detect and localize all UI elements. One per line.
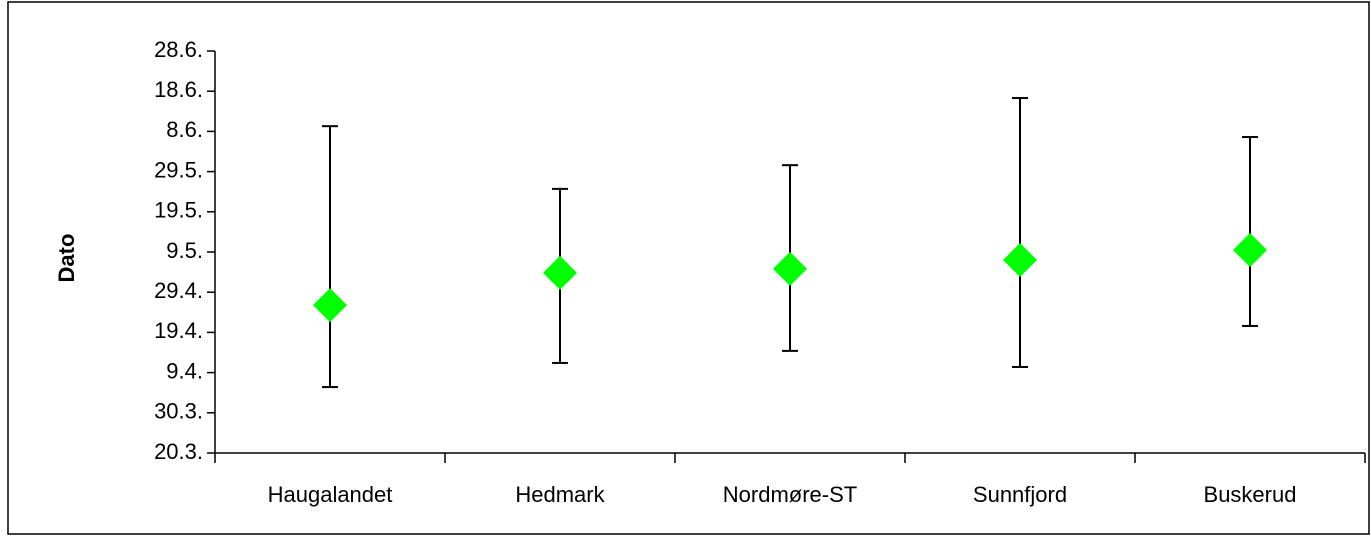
y-tick-label: 19.4.	[154, 318, 203, 343]
x-tick-label: Haugalandet	[268, 482, 393, 507]
chart-border	[7, 1, 1370, 535]
y-tick-label: 19.5.	[154, 198, 203, 223]
y-axis-label: Dato	[54, 234, 79, 283]
y-tick-label: 20.3.	[154, 439, 203, 464]
y-tick-label: 28.6.	[154, 37, 203, 62]
y-tick-label: 9.5.	[166, 238, 203, 263]
y-tick-label: 30.3.	[154, 399, 203, 424]
y-tick-label: 18.6.	[154, 77, 203, 102]
y-tick-label: 29.5.	[154, 157, 203, 182]
x-tick-label: Sunnfjord	[973, 482, 1067, 507]
y-tick-label: 9.4.	[166, 358, 203, 383]
y-tick-label: 29.4.	[154, 278, 203, 303]
x-tick-label: Buskerud	[1204, 482, 1297, 507]
marker	[773, 251, 807, 286]
marker	[1233, 232, 1267, 267]
y-tick-label: 8.6.	[166, 117, 203, 142]
x-tick-label: Hedmark	[515, 482, 605, 507]
x-tick-label: Nordmøre-ST	[723, 482, 857, 507]
marker	[1003, 243, 1037, 278]
marker	[313, 288, 347, 323]
marker	[543, 255, 577, 290]
